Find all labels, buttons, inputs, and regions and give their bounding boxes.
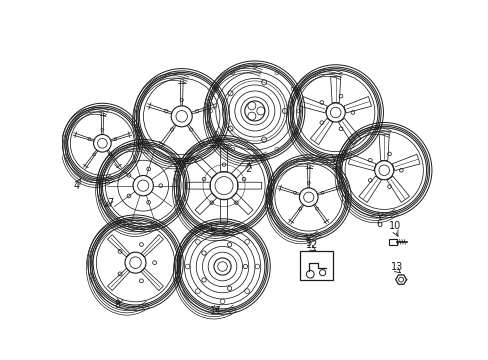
Text: 11: 11 [210, 306, 222, 316]
Text: 13: 13 [390, 261, 403, 271]
Text: 5: 5 [209, 227, 215, 237]
Text: 1: 1 [173, 164, 179, 174]
Text: 3: 3 [330, 161, 337, 171]
Text: 6: 6 [376, 219, 382, 229]
Bar [388, 239, 396, 245]
Text: 10: 10 [388, 221, 400, 231]
Text: 7: 7 [107, 198, 113, 208]
Bar [299, 251, 333, 280]
Text: 12: 12 [306, 240, 318, 250]
Text: 2: 2 [245, 164, 251, 174]
Text: 4: 4 [73, 181, 79, 191]
Text: 9: 9 [305, 238, 311, 248]
Text: 8: 8 [115, 300, 121, 310]
